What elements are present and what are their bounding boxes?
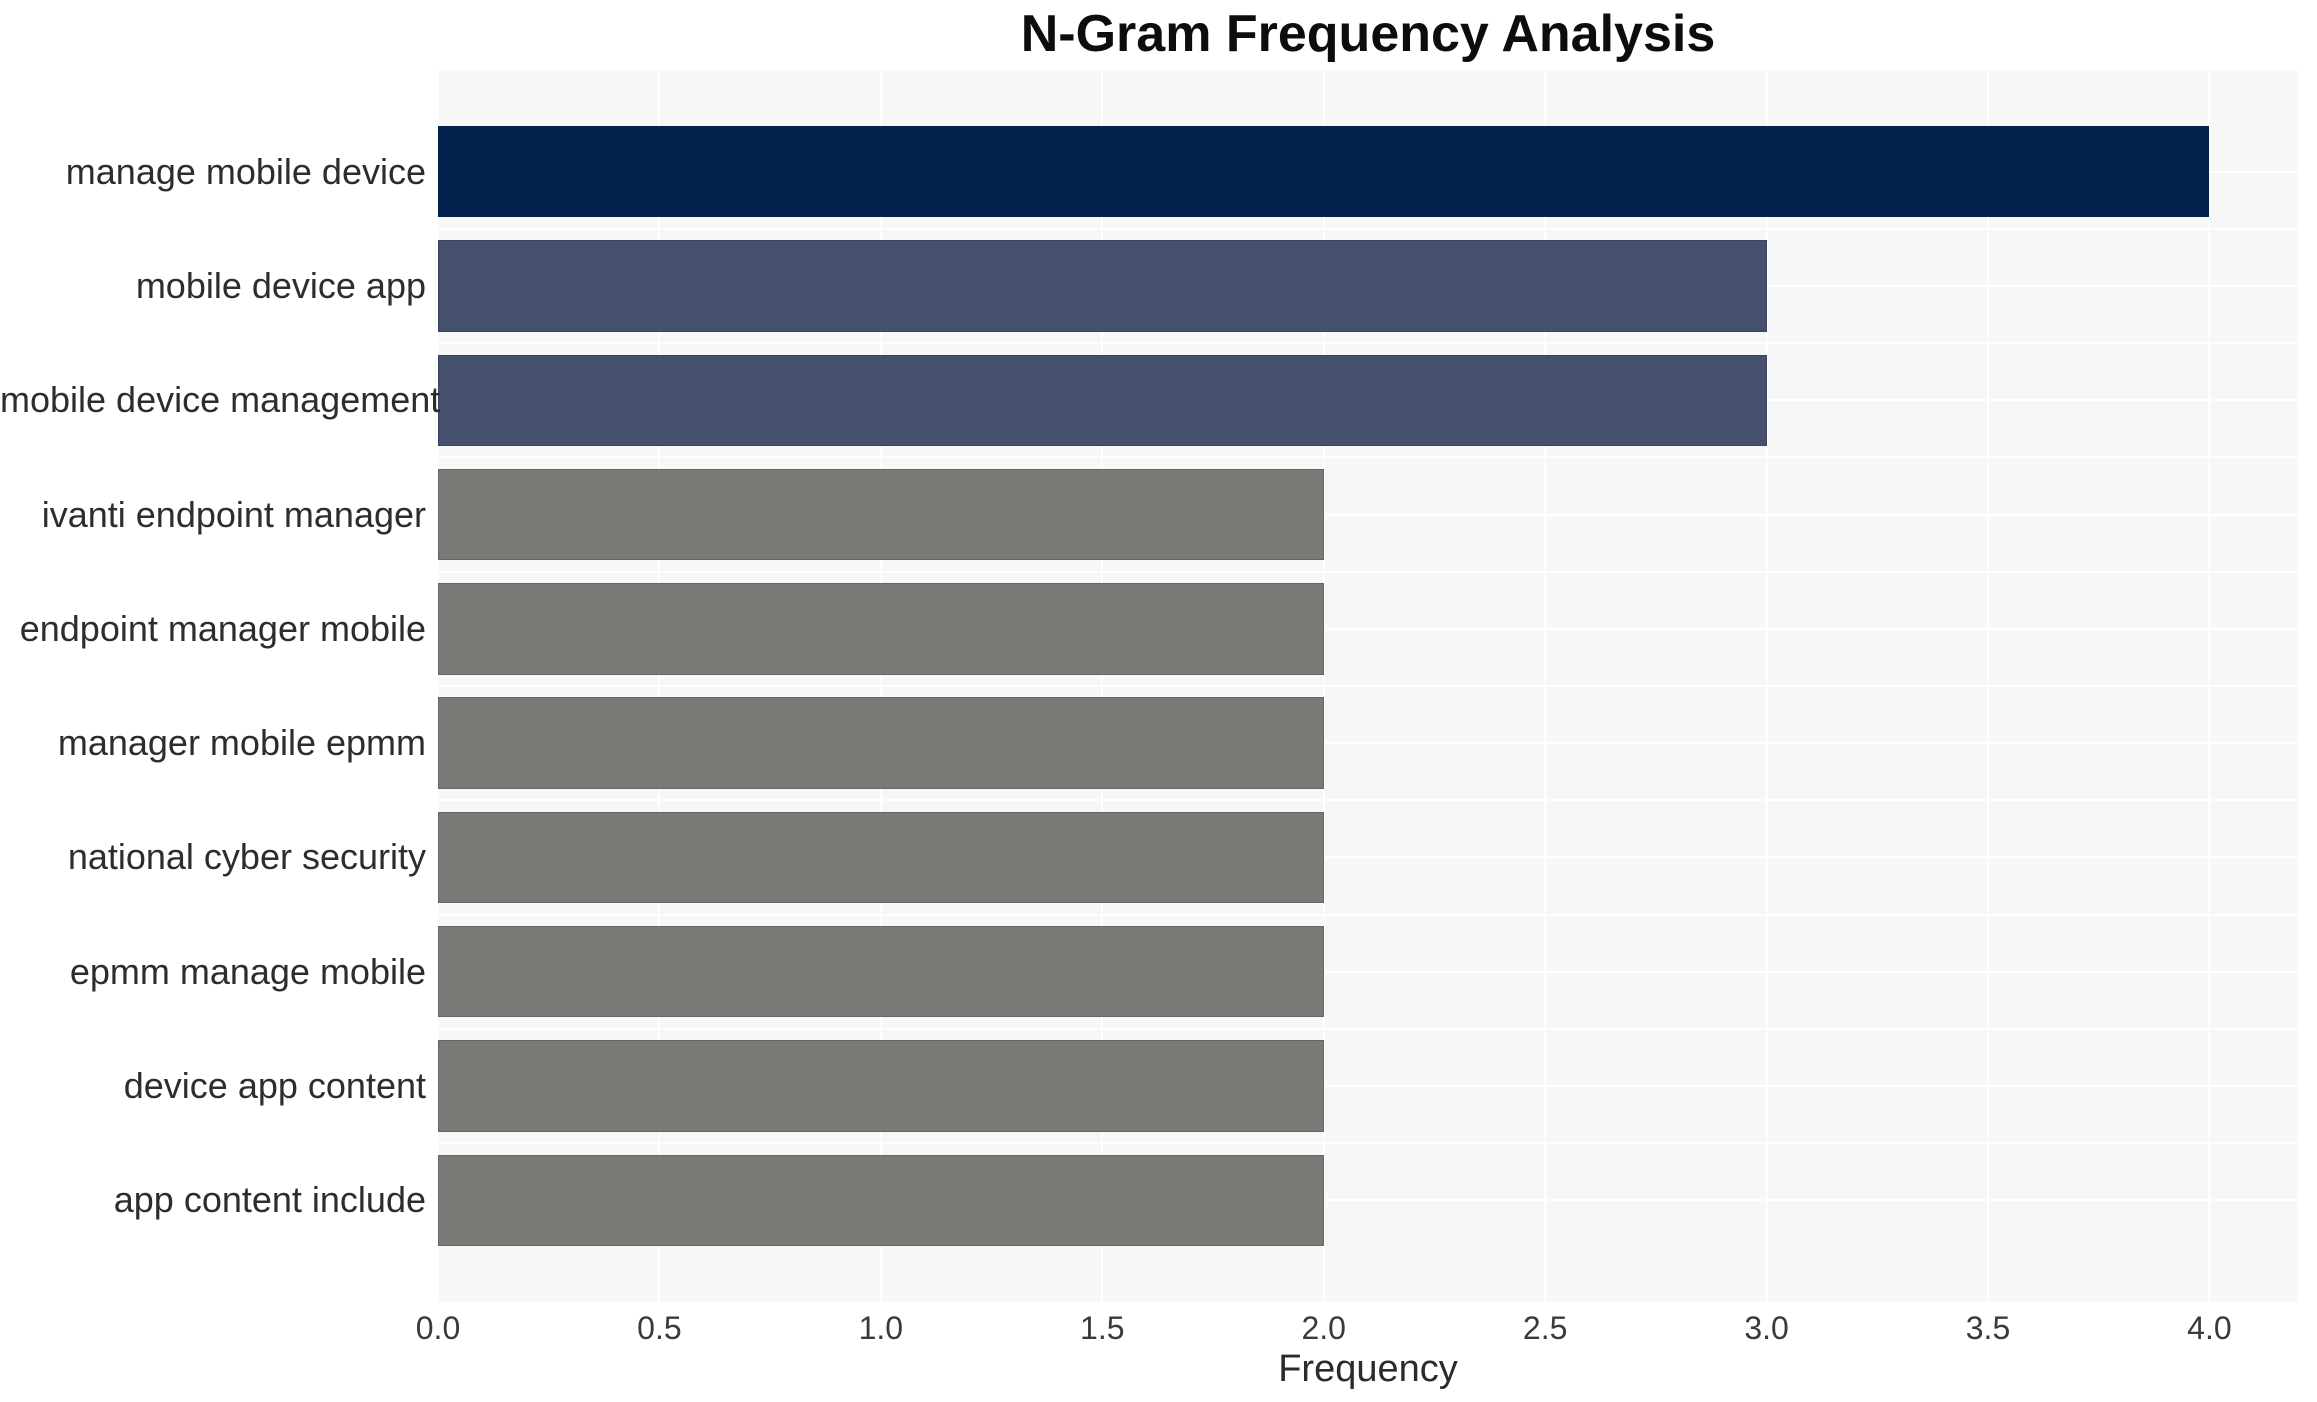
bar	[438, 1154, 1324, 1246]
category-label: national cyber security	[67, 836, 426, 878]
x-tick-label: 1.5	[1080, 1310, 1125, 1346]
x-tick-label: 4.0	[2187, 1310, 2232, 1346]
gridline-horizontal	[438, 742, 2298, 745]
y-axis-category-labels: manage mobile device mobile device app mob…	[0, 0, 441, 1402]
plot-area	[437, 70, 2298, 1302]
x-tick-label: 0.5	[637, 1310, 682, 1346]
bar	[438, 354, 1767, 446]
gridline-horizontal	[438, 627, 2298, 630]
x-tick-label: 3.5	[1965, 1310, 2011, 1346]
bar	[438, 697, 1324, 789]
bar	[438, 240, 1767, 332]
bar	[438, 126, 2210, 218]
x-axis-title: Frequency	[1278, 1348, 1458, 1390]
category-label: app content include	[113, 1179, 426, 1221]
gridline-horizontal-minor	[438, 227, 2298, 230]
gridline-horizontal-minor	[438, 1142, 2298, 1145]
x-axis-tick-labels: 0.0 0.5 1.0 1.5 2.0 2.5 3.0 3.5 4.0	[0, 1310, 2317, 1350]
x-tick-label: 0.0	[415, 1310, 461, 1346]
x-tick-label: 3.0	[1744, 1310, 1789, 1346]
bar	[438, 811, 1324, 904]
gridline-horizontal-minor	[438, 799, 2298, 802]
category-label: manager mobile epmm	[57, 722, 426, 764]
bar	[438, 1040, 1324, 1132]
category-label: device app content	[123, 1065, 426, 1106]
gridline-horizontal-minor	[438, 342, 2298, 345]
category-label: mobile device management	[0, 379, 441, 421]
bar	[438, 926, 1324, 1018]
gridline-horizontal-minor	[438, 570, 2298, 573]
bar	[438, 583, 1324, 675]
category-label: mobile device app	[135, 265, 426, 306]
category-label: manage mobile device	[65, 150, 426, 192]
chart-title: N-Gram Frequency Analysis	[1020, 5, 1716, 63]
gridline-horizontal	[438, 1085, 2298, 1087]
bar	[438, 468, 1324, 561]
gridline-horizontal	[438, 856, 2298, 859]
gridline-horizontal-minor	[438, 456, 2298, 459]
gridline-horizontal	[438, 970, 2298, 973]
gridline-horizontal	[438, 513, 2298, 516]
category-label: endpoint manager mobile	[19, 607, 426, 649]
x-tick-label: 2.5	[1522, 1310, 1568, 1346]
gridline-horizontal-minor	[438, 913, 2298, 916]
gridline-horizontal-minor	[438, 685, 2298, 687]
x-tick-label: 2.0	[1301, 1310, 1346, 1346]
category-label: epmm manage mobile	[69, 950, 426, 992]
gridline-horizontal	[438, 1199, 2298, 1202]
category-label: ivanti endpoint manager	[41, 493, 426, 535]
x-tick-label: 1.0	[858, 1310, 904, 1346]
gridline-horizontal-minor	[438, 1027, 2298, 1030]
